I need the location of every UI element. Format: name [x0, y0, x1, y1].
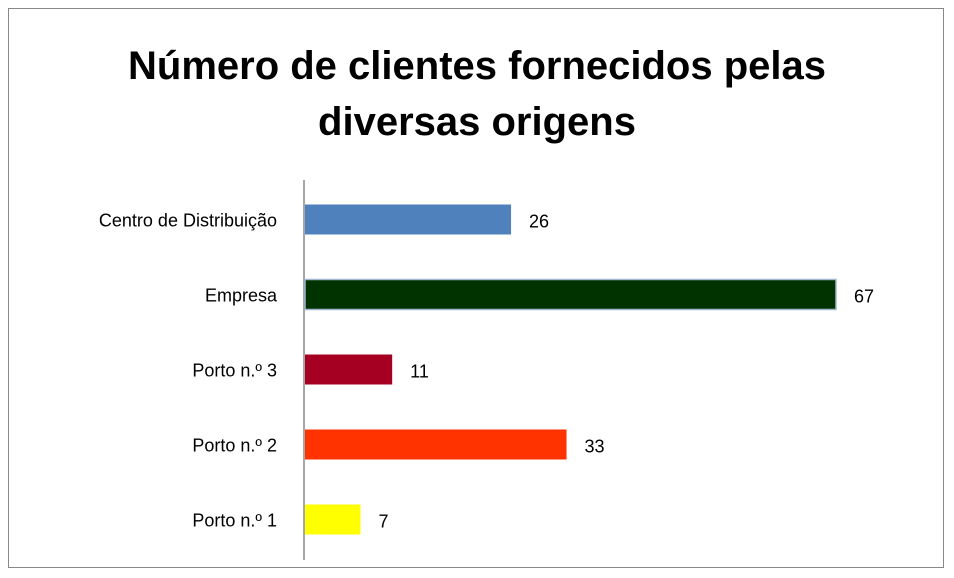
bar: [305, 429, 567, 460]
y-tick-label: Centro de Distribuição: [99, 210, 277, 230]
y-tick-label: Empresa: [205, 285, 278, 305]
data-label: 67: [854, 286, 874, 306]
bar: [305, 204, 512, 235]
data-label: 11: [410, 361, 429, 381]
bar: [305, 354, 393, 385]
bar: [304, 278, 837, 311]
y-tick-label: Porto n.º 1: [192, 510, 277, 530]
data-label: 33: [585, 436, 605, 456]
bar: [305, 504, 361, 535]
chart-title: Número de clientes fornecidos pelas dive…: [128, 44, 826, 144]
data-label: 7: [378, 511, 388, 531]
y-tick-label: Porto n.º 2: [192, 435, 277, 455]
y-tick-label: Porto n.º 3: [192, 360, 277, 380]
data-label: 26: [529, 211, 549, 231]
chart-frame: [8, 8, 944, 568]
